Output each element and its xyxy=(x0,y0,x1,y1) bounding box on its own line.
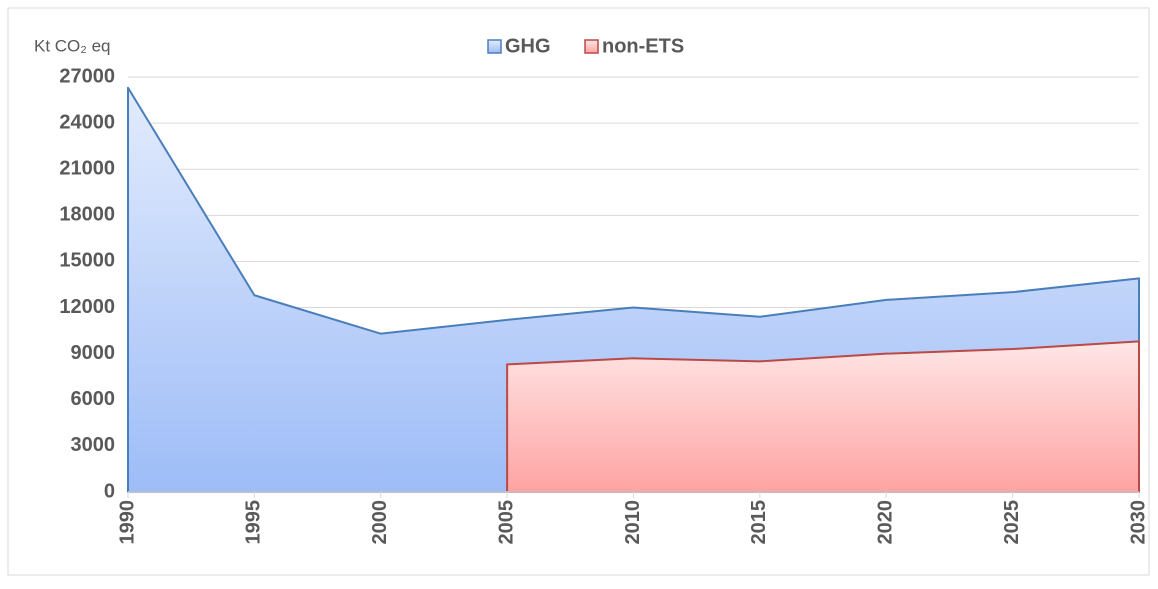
y-tick-label: 12000 xyxy=(59,296,115,318)
x-tick-label: 2030 xyxy=(1127,500,1149,545)
y-tick-label: 9000 xyxy=(71,342,116,364)
y-tick-label: 6000 xyxy=(71,388,116,410)
x-tick-label: 2015 xyxy=(748,500,770,545)
y-tick-label: 0 xyxy=(104,480,115,502)
y-tick-label: 24000 xyxy=(59,111,115,133)
y-tick-label: 15000 xyxy=(59,250,115,272)
x-tick-label: 2010 xyxy=(622,500,644,545)
x-tick-label: 1990 xyxy=(116,500,138,545)
y-tick-label: 18000 xyxy=(59,204,115,226)
y-tick-label: 27000 xyxy=(59,65,115,87)
x-tick-label: 2005 xyxy=(495,500,517,545)
legend-label: GHG xyxy=(505,35,551,57)
area xyxy=(506,340,1140,493)
y-tick-label: 21000 xyxy=(59,158,115,180)
x-tick-label: 2025 xyxy=(1001,500,1023,545)
x-tick-label: 2020 xyxy=(875,500,897,545)
y-tick-label: 3000 xyxy=(71,434,116,456)
legend-swatch xyxy=(487,39,502,54)
y-axis-label: Kt CO₂ eq xyxy=(34,36,111,55)
x-tick-label: 1995 xyxy=(243,500,265,545)
legend-swatch xyxy=(584,39,599,54)
x-tick-label: 2000 xyxy=(369,500,391,545)
legend-label: non-ETS xyxy=(602,35,684,57)
